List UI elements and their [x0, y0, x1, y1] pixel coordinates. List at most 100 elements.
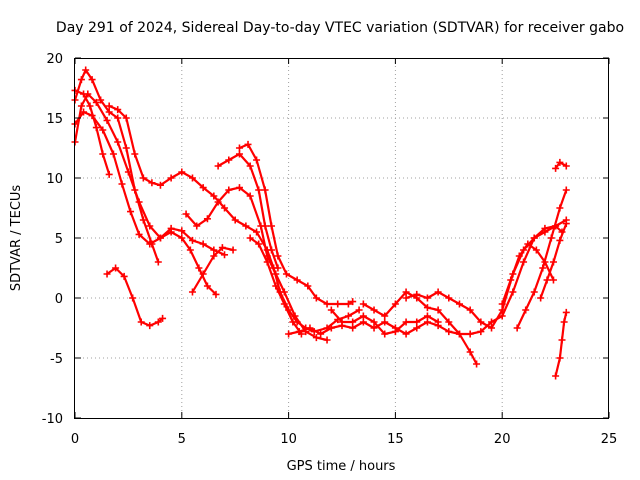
data-point [261, 222, 269, 230]
data-point [114, 114, 122, 122]
data-point [112, 264, 120, 272]
data-point [178, 234, 186, 242]
series-track-5 [103, 264, 167, 330]
series-track-13 [359, 288, 481, 368]
data-point [344, 312, 352, 320]
x-tick-label: 5 [178, 432, 186, 447]
x-tick-label: 25 [601, 432, 618, 447]
data-point [473, 360, 481, 368]
data-point [445, 318, 453, 326]
data-point [221, 251, 229, 259]
data-point [137, 318, 145, 326]
data-point [255, 240, 263, 248]
y-axis-label: SDTVAR / TECUs [9, 185, 24, 292]
series-track-6 [105, 102, 363, 336]
data-point [127, 208, 135, 216]
series-track-8 [214, 150, 282, 272]
data-point [188, 236, 196, 244]
data-point [338, 318, 346, 326]
grid [75, 58, 609, 418]
data-point [327, 306, 335, 314]
data-point [131, 150, 139, 158]
data-point [214, 162, 222, 170]
data-point [434, 306, 442, 314]
data-point [229, 246, 237, 254]
data-point [274, 264, 282, 272]
data-point [135, 230, 143, 238]
data-point [312, 294, 320, 302]
data-point [556, 236, 564, 244]
data-point [552, 372, 560, 380]
plot-frame [74, 58, 609, 419]
data-point [210, 252, 218, 260]
y-tick-label: -10 [42, 412, 63, 427]
data-point [370, 318, 378, 326]
data-point [359, 300, 367, 308]
data-point [122, 144, 130, 152]
data-point [214, 198, 222, 206]
data-point [154, 258, 162, 266]
data-point [199, 184, 207, 192]
data-point [304, 282, 312, 290]
data-point [549, 276, 557, 284]
data-point [455, 300, 463, 308]
data-point [530, 288, 538, 296]
data-point [515, 252, 523, 260]
data-point [167, 174, 175, 182]
data-point [253, 228, 261, 236]
data-point [255, 186, 263, 194]
data-point [552, 164, 560, 172]
x-tick-label: 20 [494, 432, 511, 447]
data-point [221, 204, 229, 212]
series-track-2 [71, 90, 220, 298]
data-point [99, 126, 107, 134]
data-point [532, 246, 540, 254]
data-point [246, 192, 254, 200]
data-point [97, 96, 105, 104]
data-point [242, 222, 250, 230]
data-point [349, 324, 357, 332]
data-point [178, 227, 186, 235]
data-point [423, 318, 431, 326]
series-track-17 [537, 220, 570, 302]
data-point [272, 282, 280, 290]
series-track-16 [513, 186, 570, 332]
data-point [466, 330, 474, 338]
series-track-19 [552, 158, 570, 172]
data-point [77, 76, 85, 84]
data-point [235, 150, 243, 158]
data-point [413, 318, 421, 326]
chart-title: Day 291 of 2024, Sidereal Day-to-day VTE… [56, 20, 624, 36]
data-point [466, 306, 474, 314]
data-point [306, 324, 314, 332]
data-point [80, 90, 88, 98]
data-point [195, 264, 203, 272]
data-point [114, 106, 122, 114]
data-point [498, 300, 506, 308]
series-line [73, 110, 226, 256]
data-point [146, 222, 154, 230]
data-point [558, 336, 566, 344]
x-tick-label: 15 [387, 432, 404, 447]
data-point [199, 240, 207, 248]
data-point [520, 258, 528, 266]
data-point [103, 270, 111, 278]
data-point [293, 276, 301, 284]
data-point [186, 246, 194, 254]
data-point [263, 258, 271, 266]
data-point [88, 76, 96, 84]
x-tick-label: 10 [280, 432, 297, 447]
series-track-14 [402, 216, 570, 332]
data-point [280, 300, 288, 308]
data-point [434, 288, 442, 296]
y-tick-label: 10 [46, 172, 63, 187]
series-track-7 [182, 184, 331, 344]
data-point [156, 181, 164, 189]
series-track-20 [327, 306, 442, 338]
series-line [185, 186, 329, 342]
data-point [231, 216, 239, 224]
y-tick-label: 5 [55, 232, 63, 247]
data-point [507, 276, 515, 284]
series-track-12 [285, 222, 566, 338]
